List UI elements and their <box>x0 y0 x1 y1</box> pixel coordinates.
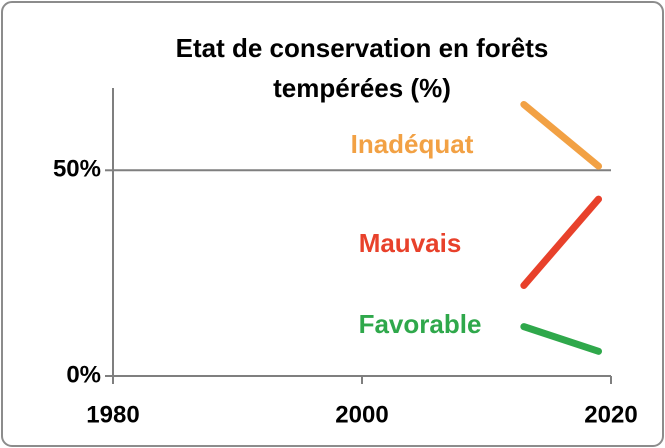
x-tick-label: 1980 <box>86 401 139 428</box>
series-label: Inadéquat <box>351 129 474 159</box>
chart-title: tempérées (%) <box>273 73 451 103</box>
series-label: Favorable <box>359 309 482 339</box>
series-line <box>520 100 603 170</box>
y-tick-label: 0% <box>66 361 101 388</box>
series-line <box>520 195 603 289</box>
series-label: Mauvais <box>359 228 462 258</box>
x-tick-label: 2020 <box>584 401 637 428</box>
chart-title: Etat de conservation en forêts <box>176 33 549 63</box>
y-tick-label: 50% <box>53 156 101 183</box>
series-line <box>520 323 603 355</box>
x-tick-label: 2000 <box>335 401 388 428</box>
